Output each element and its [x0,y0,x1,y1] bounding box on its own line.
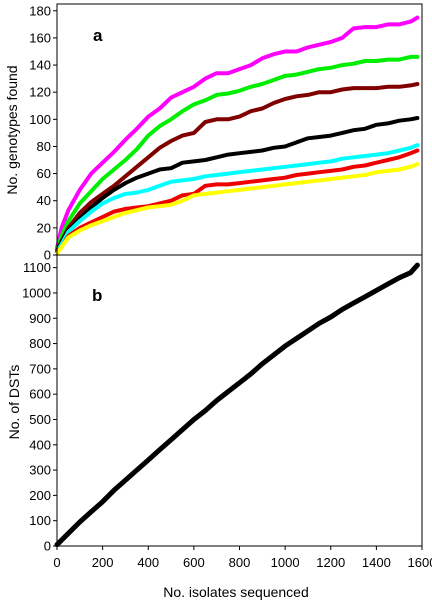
panel-b-xtick-label: 1000 [271,555,300,570]
panel-a-ytick-label: 100 [29,112,51,127]
panel-a-ytick-label: 160 [29,30,51,45]
panel-b-ytick-label: 800 [29,336,51,351]
panel-b-xtick-label: 200 [92,555,114,570]
panel-b-ylabel: No. of DSTs [6,365,22,440]
panel-a-ytick-label: 120 [29,85,51,100]
panel-a-series-line-5 [55,143,420,255]
panel-b-xticks: 0 200 400 600 800 1000 1200 1400 1600 [53,546,432,570]
panel-b-xtick-label: 0 [53,555,60,570]
panel-a-series-line-1 [55,15,420,251]
panel-a-ytick-label: 0 [44,248,51,263]
panel-b-ytick-label: 1100 [23,260,51,275]
panel-b-ytick-label: 300 [29,463,51,478]
panel-a-ytick-label: 40 [37,193,51,208]
panel-a-letter: a [93,26,103,45]
panel-b-xlabel: No. isolates sequenced [163,584,309,600]
panel-b-xtick-label: 400 [137,555,159,570]
panel-b-yticks: 0 100 200 300 400 500 600 700 800 900 1000 1100 [22,260,57,554]
panel-b-letter: b [92,286,102,305]
panel-b-ytick-label: 100 [29,513,51,528]
panel-a-ylabel: No. genotypes found [4,65,20,194]
panel-b-series-line-1 [54,262,420,548]
panel-b-ytick-label: 1000 [22,285,51,300]
panel-b: 0 100 200 300 400 500 600 700 800 900 1000 1100 0 20… [6,254,432,600]
panel-a-ytick-label: 80 [37,139,51,154]
panel-a-series-line-2 [55,54,420,252]
panel-b-ytick-label: 200 [29,488,51,503]
panel-a-series-line-3 [55,82,420,253]
panel-b-xtick-label: 800 [229,555,251,570]
panel-a-series-line-7 [55,162,420,256]
panel-b-xtick-label: 600 [183,555,205,570]
panel-b-xtick-label: 1400 [362,555,391,570]
panel-a: 0 20 40 60 80 100 120 140 160 180 a No. genotypes… [4,3,423,263]
panel-b-series [54,262,420,548]
panel-b-ytick-label: 400 [29,437,51,452]
panel-a-ytick-label: 180 [29,3,51,18]
panel-b-ytick-label: 900 [29,311,51,326]
panel-a-series-line-6 [55,148,420,255]
panel-b-xtick-label: 1600 [408,555,432,570]
panel-a-ytick-label: 60 [37,166,51,181]
panel-a-ytick-label: 20 [37,220,51,235]
panel-b-ytick-label: 0 [44,539,51,554]
panel-b-ytick-label: 700 [29,361,51,376]
panel-a-series-line-4 [55,116,420,255]
panel-a-series [55,15,420,256]
panel-b-ytick-label: 600 [29,387,51,402]
panel-a-ytick-label: 140 [29,58,51,73]
panel-b-ytick-label: 500 [29,412,51,427]
panel-a-yticks: 0 20 40 60 80 100 120 140 160 180 [29,3,57,263]
panel-b-xtick-label: 1200 [316,555,345,570]
panel-b-frame [56,254,423,547]
